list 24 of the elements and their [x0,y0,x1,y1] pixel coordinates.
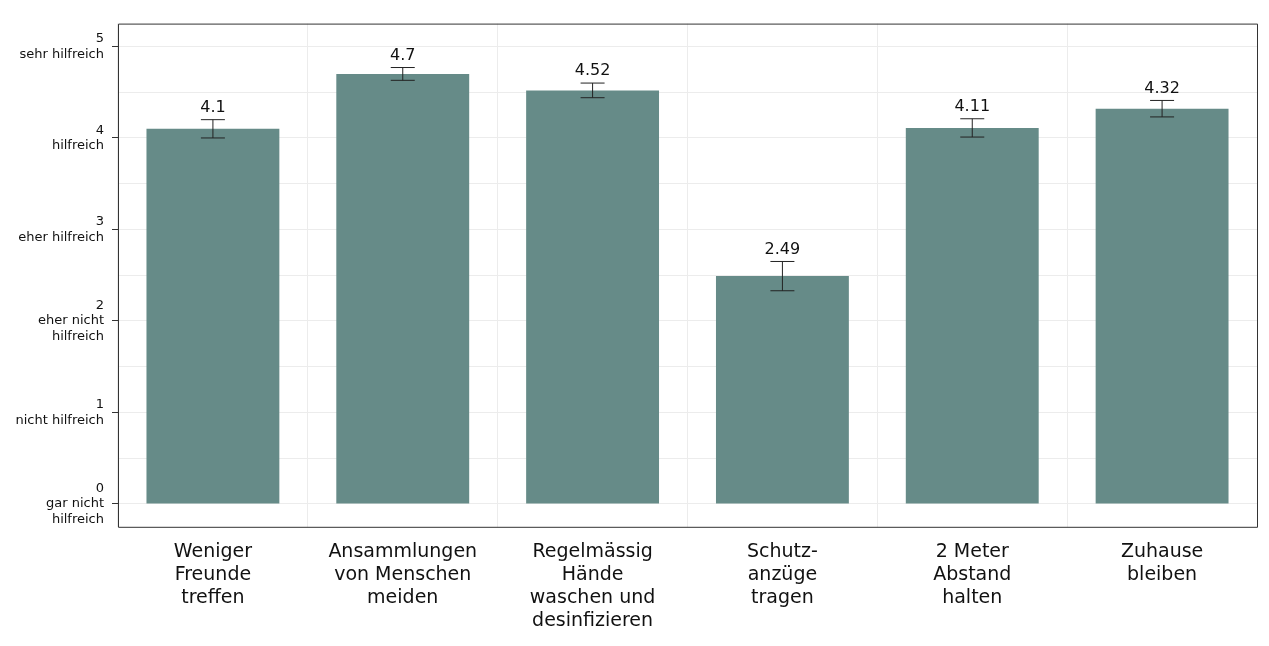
data-label: 4.52 [574,60,611,80]
x-tick-label: Zuhause bleiben [1120,539,1204,584]
data-label: 4.7 [390,44,416,64]
x-tick-label: Ansammlungen von Menschen meiden [328,539,478,607]
data-label: 4.1 [200,96,226,116]
x-tick-label: Weniger Freunde treffen [173,539,253,607]
data-label: 4.11 [954,95,991,115]
x-tick-label: Regelmässig Hände waschen und desinfizieren [529,539,656,630]
x-tick-label: Schutz- anzüge tragen [746,539,818,607]
bar [905,127,1039,504]
y-tick-label: 0 gar nicht hilfreich [45,479,104,526]
x-tick-label: 2 Meter Abstand halten [933,539,1012,607]
bar [146,128,280,504]
bar [715,276,849,504]
y-tick-label: 1 nicht hilfreich [15,396,104,427]
y-tick-label: 2 eher nicht hilfreich [37,296,104,343]
bar [1095,108,1229,504]
y-tick-label: 4 hilfreich [51,121,104,153]
bar [526,90,660,504]
y-tick-label: 3 eher hilfreich [18,213,104,244]
bar [336,73,470,504]
data-label: 2.49 [764,238,801,258]
data-label: 4.32 [1144,77,1180,97]
y-tick-label: 5 sehr hilfreich [19,30,104,61]
